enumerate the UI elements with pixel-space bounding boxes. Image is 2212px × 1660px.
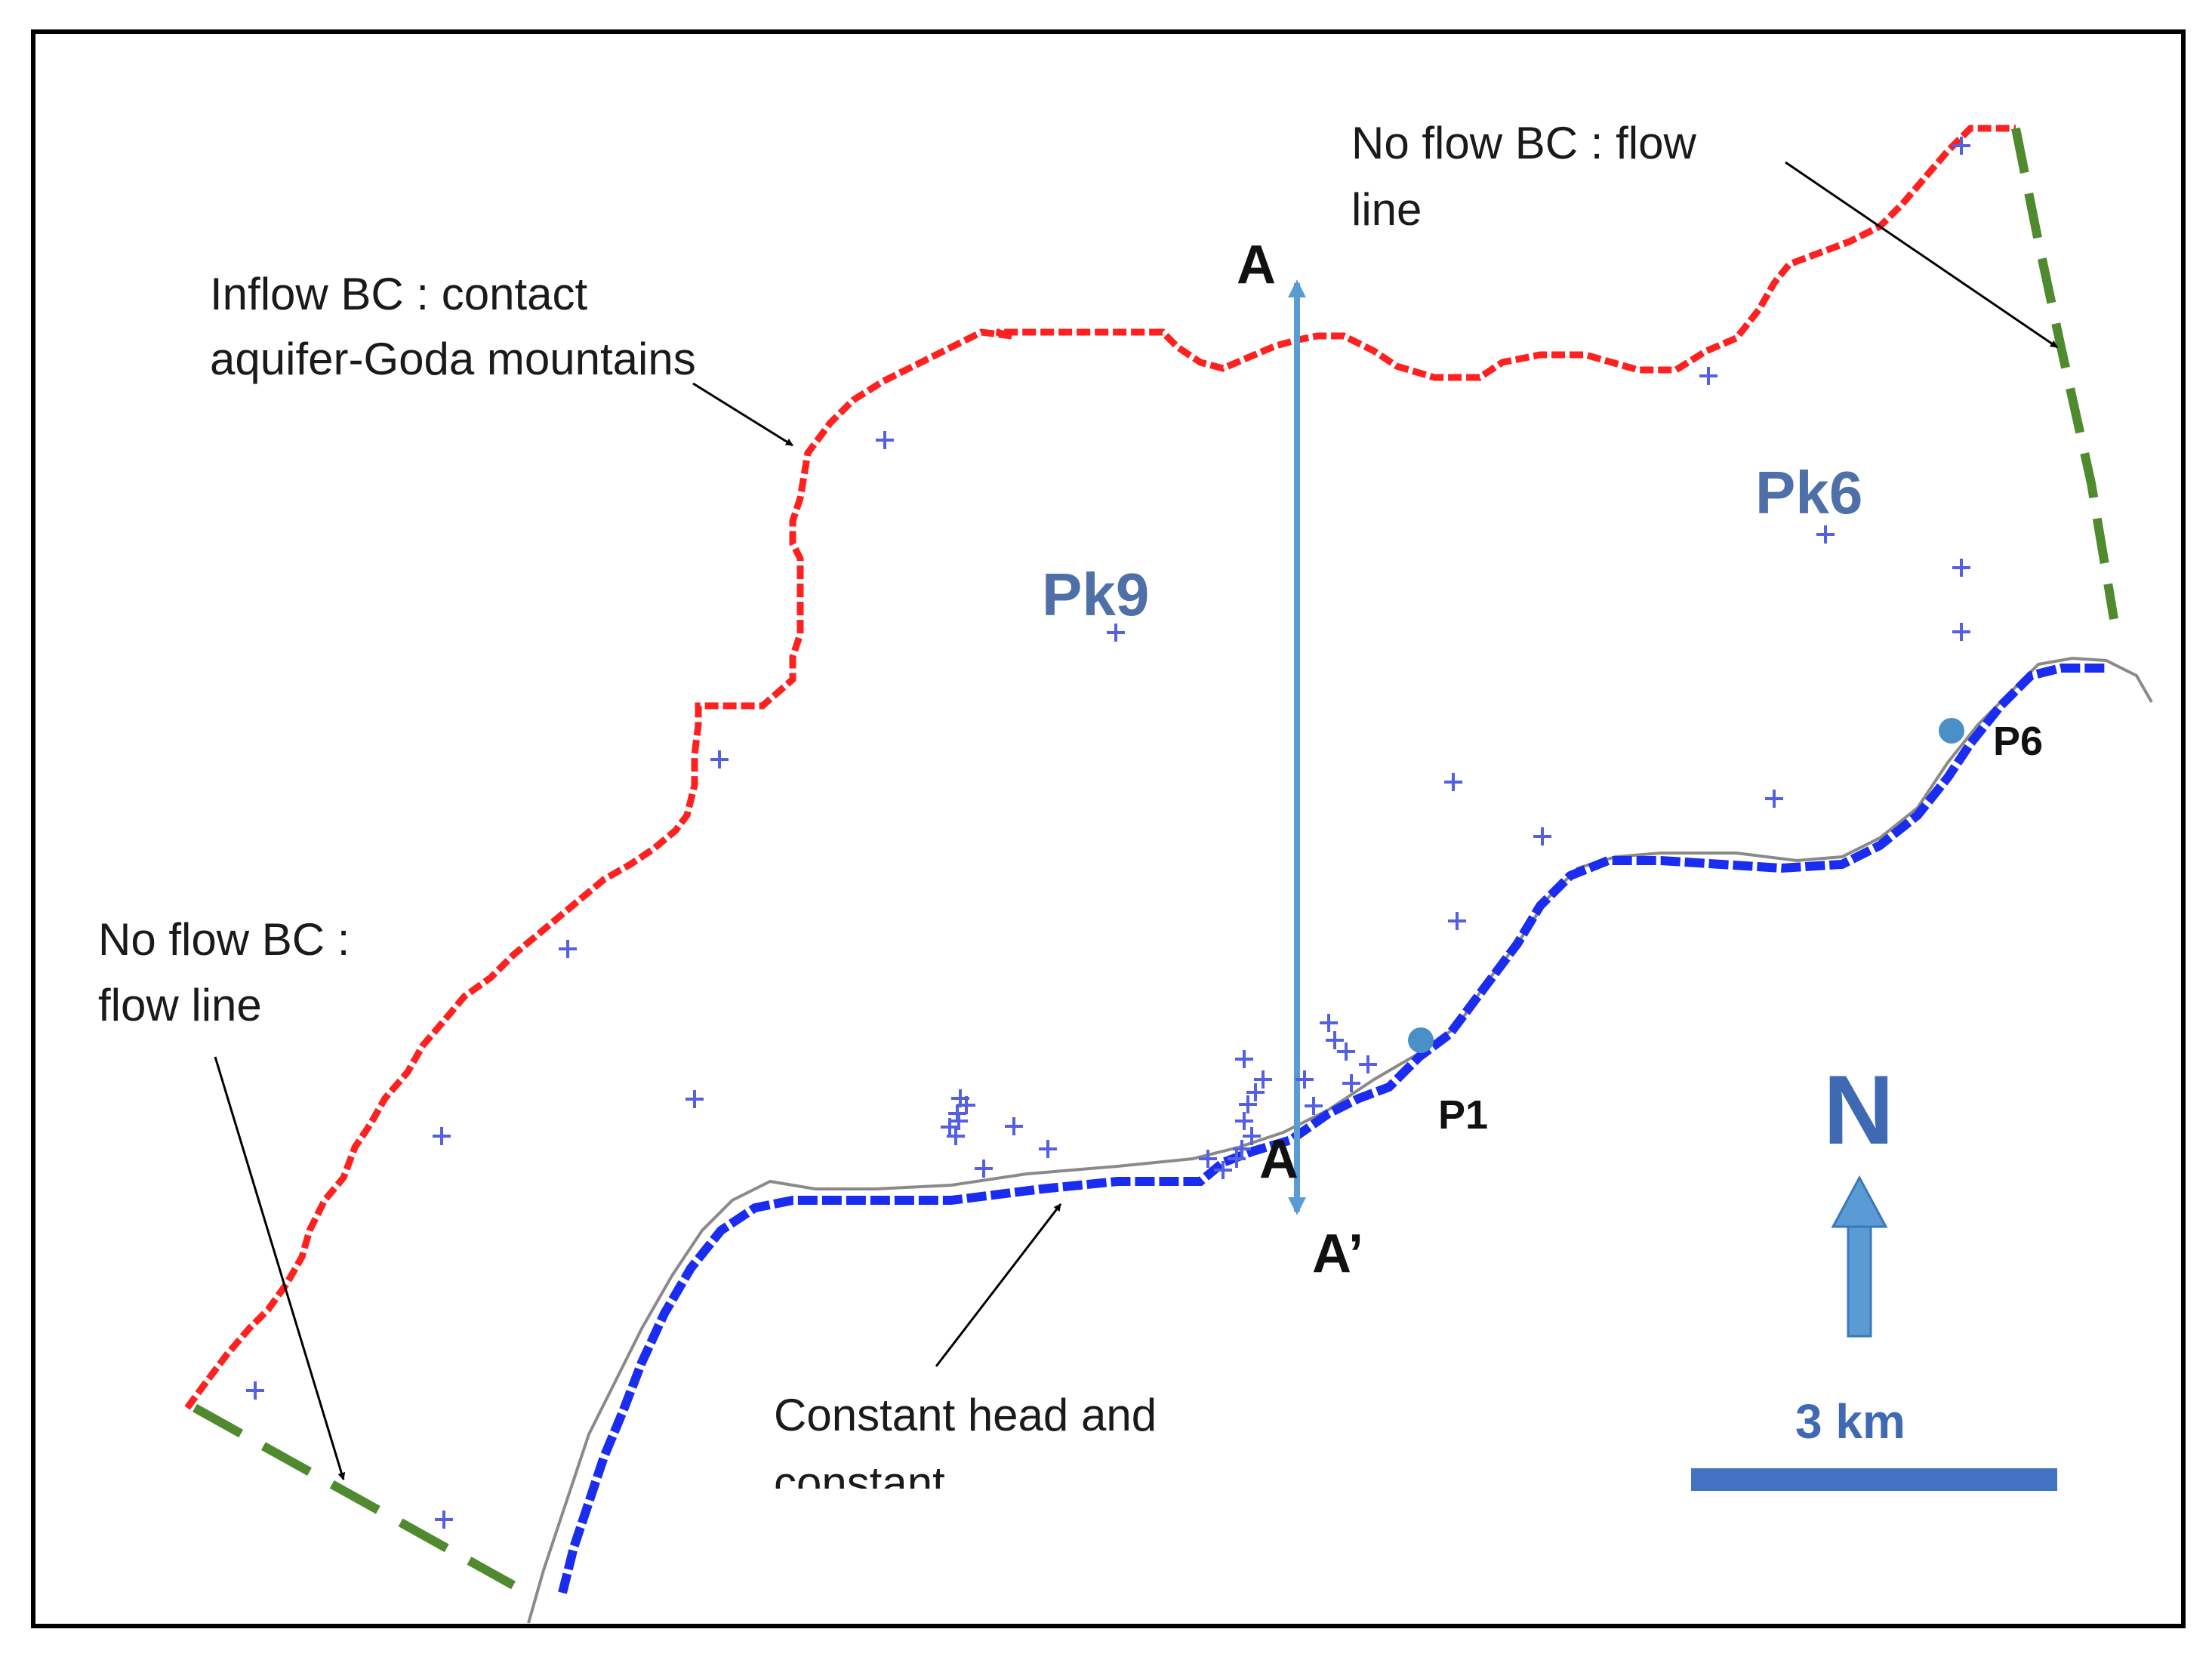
well-marker [1214,1161,1232,1179]
label-no-flow-ne-line1: No flow BC : flow [1351,118,1696,168]
label-point-p6: P6 [1993,719,2043,764]
well-marker [1816,525,1835,544]
well-marker [947,1127,965,1145]
label-zone-pk6: Pk6 [1755,459,1862,526]
well-marker [246,1381,264,1400]
well-marker [1342,1074,1360,1092]
well-marker [1952,137,1970,155]
constant-head-boundary [558,664,2106,1594]
well-marker [975,1160,993,1178]
well-marker [1444,773,1462,791]
inflow-boundary-line [184,125,2016,1410]
label-section-a-mid: A [1259,1129,1299,1190]
label-section-a-prime: A’ [1312,1224,1363,1284]
well-marker [1246,1083,1265,1101]
well-marker [435,1511,453,1529]
well-marker [1239,1095,1257,1113]
scale-bar [1691,1468,2057,1491]
well-marker [1765,790,1783,808]
label-constant-head-line2: constant [774,1458,945,1508]
label-point-p1: P1 [1438,1092,1488,1138]
label-constant-head-line1: Constant head and [774,1390,1157,1440]
label-inflow-bc-line1: Inflow BC : contact [210,269,588,319]
well-marker [1235,1050,1253,1068]
label-inflow-bc-line2: aquifer-Goda mountains [210,334,696,384]
callout-arrow-inflow [692,382,793,447]
well-marker [559,940,577,958]
well-marker [876,431,894,449]
well-marker [1448,912,1466,930]
well-marker [433,1127,451,1145]
well-marker [1326,1031,1344,1049]
coastline [527,656,2153,1624]
well-marker [1254,1070,1272,1089]
well-marker [1533,827,1551,845]
well-marker [1005,1117,1023,1135]
label-section-a-top: A [1237,235,1276,295]
callout-arrow-constant-head [935,1203,1062,1367]
label-zone-pk9: Pk9 [1042,561,1149,628]
piezometer-p6 [1939,718,1964,744]
well-marker [1199,1150,1217,1168]
map-frame [31,29,2186,1628]
well-marker [710,750,729,768]
scale-label: 3 km [1795,1394,1905,1449]
label-no-flow-sw-line1: No flow BC : [98,914,350,965]
well-marker [1952,623,1970,641]
well-marker [1228,1150,1246,1168]
north-arrow-icon [1831,1175,1888,1338]
label-no-flow-ne-line2: line [1351,184,1422,235]
north-label: N [1823,1055,1894,1165]
no-flow-boundary-ne [2011,127,2118,620]
well-marker [1320,1014,1338,1032]
well-marker [1295,1070,1314,1089]
well-marker [1243,1127,1261,1145]
well-marker [950,1112,968,1130]
well-marker [1359,1055,1377,1073]
no-flow-boundary-sw [193,1403,516,1590]
label-no-flow-sw-line2: flow line [98,980,262,1030]
well-marker [1699,367,1718,385]
well-marker [1952,559,1970,577]
well-marker [685,1090,704,1108]
callout-arrow-no-flow-sw [214,1056,346,1480]
well-marker [1233,1140,1251,1158]
well-marker [1337,1043,1355,1061]
callout-arrow-no-flow-ne [1785,161,2058,349]
well-marker [1235,1112,1253,1130]
well-marker [1107,624,1125,642]
wells [246,137,1970,1529]
well-marker [957,1096,975,1114]
piezometer-p1 [1408,1027,1434,1053]
well-marker [1039,1140,1057,1158]
well-marker [1305,1097,1323,1115]
